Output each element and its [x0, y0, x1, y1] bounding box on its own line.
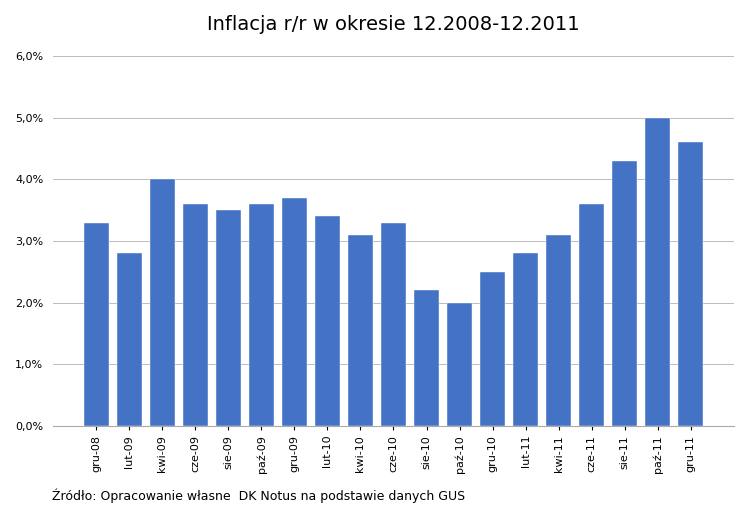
Bar — [381, 223, 406, 426]
Bar — [216, 210, 240, 426]
Title: Inflacja r/r w okresie 12.2008-12.2011: Inflacja r/r w okresie 12.2008-12.2011 — [207, 15, 580, 34]
Bar — [513, 253, 538, 426]
Bar — [645, 118, 670, 426]
Bar — [679, 142, 703, 426]
Bar — [183, 204, 207, 426]
Bar — [348, 235, 373, 426]
Bar — [579, 204, 604, 426]
Bar — [150, 179, 175, 426]
Bar — [480, 272, 505, 426]
Bar — [117, 253, 142, 426]
Bar — [282, 198, 307, 426]
Bar — [249, 204, 274, 426]
Bar — [315, 216, 340, 426]
Bar — [414, 290, 439, 426]
Bar — [447, 303, 472, 426]
Bar — [612, 161, 637, 426]
Text: Źródło: Opracowanie własne  DK Notus na podstawie danych GUS: Źródło: Opracowanie własne DK Notus na p… — [52, 488, 466, 503]
Bar — [546, 235, 571, 426]
Bar — [84, 223, 109, 426]
